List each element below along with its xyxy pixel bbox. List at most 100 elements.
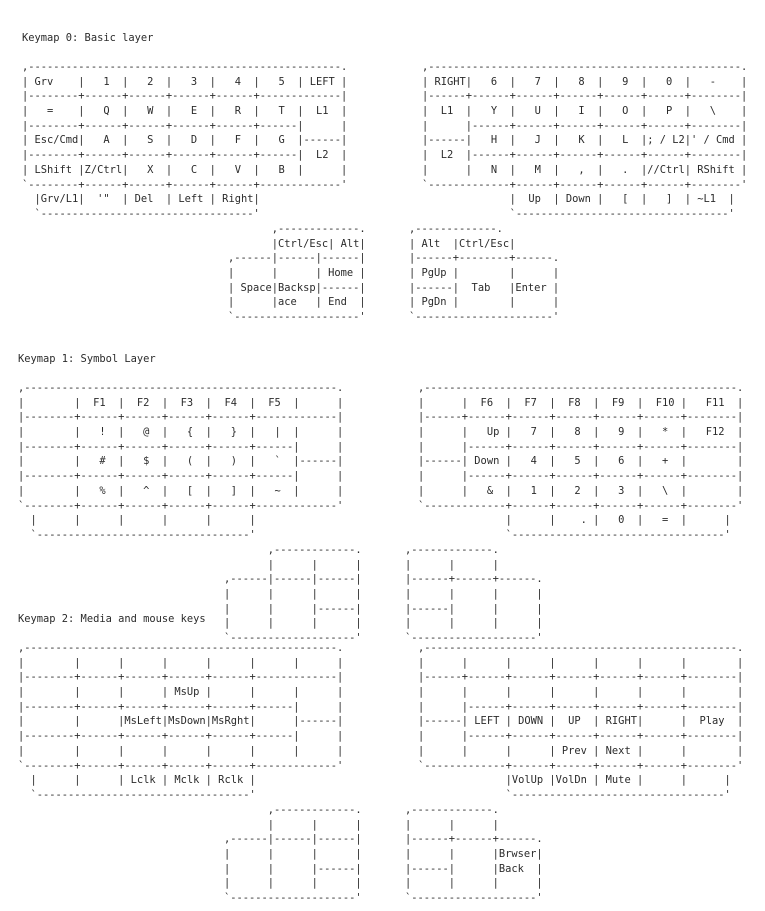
ascii-line: |------+------+------+------+------+----… (422, 90, 748, 103)
ascii-line: `----------------------------------' (18, 528, 256, 541)
ascii-line: | L1 | Y | U | I | O | P | \ | (422, 105, 748, 118)
ascii-line: |------+------+------+------+------+----… (418, 411, 744, 424)
ascii-line: | | F1 | F2 | F3 | F4 | F5 | | (18, 396, 344, 409)
ascii-line: `--------------------' (224, 632, 362, 645)
ascii-line: |--------+------+------+------+------+--… (18, 730, 344, 743)
ascii-line: | Space|Backsp|------| (228, 281, 366, 294)
ascii-line: | | | | (224, 848, 362, 861)
ascii-line: |--------+------+------+------+------+--… (18, 411, 344, 424)
ascii-line: | | | | Prev | Next | | | (418, 744, 744, 757)
ascii-line: | | | (224, 558, 362, 571)
ascii-line: |------| Tab |Enter | (409, 281, 560, 294)
ascii-line: |Grv/L1| '" | Del | Left | Right| (22, 193, 260, 206)
ascii-line: ,---------------------------------------… (418, 382, 744, 394)
ascii-line: | | | Lclk | Mclk | Rclk | (18, 774, 256, 787)
ascii-line: `----------------------------------' (18, 788, 256, 801)
ascii-line: ,------|------|------| (228, 252, 366, 265)
ascii-line: | | Up | 7 | 8 | 9 | * | F12 | (418, 426, 744, 439)
ascii-line: | | | Home | (228, 267, 366, 280)
ascii-line: | | | | (405, 617, 543, 630)
ascii-line: | | |------| (224, 862, 362, 875)
ascii-line: | |------+------+------+------+------+--… (418, 440, 744, 453)
ascii-line: | | | (224, 818, 362, 831)
keymap-0-section: Keymap 0: Basic layer ,-----------------… (0, 32, 765, 330)
ascii-line: |--------+------+------+------+------+--… (22, 119, 348, 132)
ascii-line: | | & | 1 | 2 | 3 | \ | | (418, 484, 744, 497)
ascii-line: `----------------------------------' (422, 207, 735, 220)
ascii-line: | |------+------+------+------+------+--… (418, 700, 744, 713)
ascii-line: | | F6 | F7 | F8 | F9 | F10 | F11 | (418, 396, 744, 409)
keymap-1-section: Keymap 1: Symbol Layer ,----------------… (0, 353, 765, 651)
ascii-line: `--------------------' (405, 892, 543, 905)
right-thumb-cluster: ,-------------. | | | |------+------+-----… (405, 803, 543, 906)
ascii-line: | | |MsLeft|MsDown|MsRght| |------| (18, 715, 344, 728)
ascii-line: | = | Q | W | E | R | T | L1 | (22, 105, 348, 118)
ascii-line: | |ace | End | (228, 296, 366, 309)
ascii-line: | RIGHT| 6 | 7 | 8 | 9 | 0 | - | (422, 75, 748, 88)
left-hand-diagram: ,---------------------------------------… (18, 381, 343, 543)
ascii-line: |------+--------+------. (409, 252, 560, 265)
ascii-line: | Up | Down | [ | ] | ~L1 | (422, 193, 735, 206)
ascii-line: ,---------------------------------------… (418, 642, 744, 654)
keymap-title: Keymap 1: Symbol Layer (18, 353, 156, 365)
ascii-line: `--------+------+------+------+------+--… (18, 499, 344, 512)
ascii-line: `----------------------------------' (418, 788, 731, 801)
keymap-2-section: Keymap 2: Media and mouse keys ,--------… (0, 613, 765, 911)
left-hand-diagram: ,---------------------------------------… (22, 60, 347, 222)
right-hand-diagram: ,---------------------------------------… (418, 641, 743, 803)
ascii-line: | Grv | 1 | 2 | 3 | 4 | 5 | LEFT | (22, 75, 348, 88)
right-thumb-cluster: ,-------------. | | | |------+------+-----… (405, 543, 543, 646)
ascii-line: ,-------------. (228, 223, 366, 235)
keymap-title: Keymap 2: Media and mouse keys (18, 613, 206, 625)
ascii-line: | | | (405, 818, 499, 831)
ascii-line: | | | | | | | | (18, 656, 344, 669)
ascii-line: |--------+------+------+------+------+--… (18, 440, 344, 453)
ascii-line: | LShift |Z/Ctrl| X | C | V | B | | (22, 163, 348, 176)
ascii-line: | | | | (405, 877, 543, 890)
right-thumb-cluster: ,-------------. | Alt |Ctrl/Esc| |------+-… (409, 222, 559, 325)
ascii-line: | PgDn | | | (409, 296, 560, 309)
ascii-line: |------+------+------. (405, 573, 543, 586)
ascii-line: | | | | | | | | (418, 656, 744, 669)
ascii-line: | | | | | | (18, 514, 256, 527)
ascii-line: | | N | M | , | . |//Ctrl| RShift | (422, 163, 748, 176)
right-hand-diagram: ,---------------------------------------… (418, 381, 743, 543)
ascii-line: ,------|------|------| (224, 833, 362, 846)
ascii-line: `--------------------' (405, 632, 543, 645)
ascii-line: | | | | (405, 588, 543, 601)
ascii-line: `----------------------------------' (418, 528, 731, 541)
ascii-line: | | | (405, 558, 499, 571)
ascii-line: ,-------------. (405, 544, 499, 556)
ascii-line: `--------+------+------+------+------+--… (18, 759, 344, 772)
ascii-line: |------| |Back | (405, 862, 543, 875)
ascii-line: |--------+------+------+------+------+--… (18, 671, 344, 684)
ascii-line: ,---------------------------------------… (422, 61, 748, 73)
ascii-line: `----------------------' (409, 311, 560, 324)
ascii-line: | | |------| (224, 602, 362, 615)
left-thumb-cluster: ,-------------. | | | ,------|------|----… (224, 543, 362, 646)
left-hand-diagram: ,---------------------------------------… (18, 641, 343, 803)
ascii-line: ,---------------------------------------… (18, 642, 344, 654)
ascii-line: | | % | ^ | [ | ] | ~ | | (18, 484, 344, 497)
ascii-line: |------| H | J | K | L |; / L2|' / Cmd | (422, 134, 748, 147)
ascii-line: `--------+------+------+------+------+--… (22, 178, 348, 191)
ascii-line: | | | | (224, 877, 362, 890)
ascii-line: `----------------------------------' (22, 207, 260, 220)
ascii-line: |------| | | (405, 602, 543, 615)
ascii-line: | | | | (224, 588, 362, 601)
ascii-line: | Esc/Cmd| A | S | D | F | G |------| (22, 134, 348, 147)
ascii-line: `-------------+------+------+------+----… (418, 499, 744, 512)
ascii-line: | PgUp | | | (409, 267, 560, 280)
ascii-line: | | | | | | | | (418, 686, 744, 699)
ascii-line: |--------+------+------+------+------+--… (22, 90, 348, 103)
keymap-title: Keymap 0: Basic layer (22, 32, 154, 44)
ascii-line: ,---------------------------------------… (22, 61, 348, 73)
ascii-line: |------+------+------+------+------+----… (418, 671, 744, 684)
ascii-line: |------+------+------. (405, 833, 543, 846)
ascii-line: |--------+------+------+------+------+--… (18, 470, 344, 483)
ascii-line: | | | | MsUp | | | | (18, 686, 344, 699)
ascii-line: | |------+------+------+------+------+--… (422, 119, 748, 132)
ascii-line: |--------+------+------+------+------+--… (18, 700, 344, 713)
ascii-line: | | . | 0 | = | | (418, 514, 731, 527)
ascii-line: |Ctrl/Esc| Alt| (228, 237, 366, 250)
